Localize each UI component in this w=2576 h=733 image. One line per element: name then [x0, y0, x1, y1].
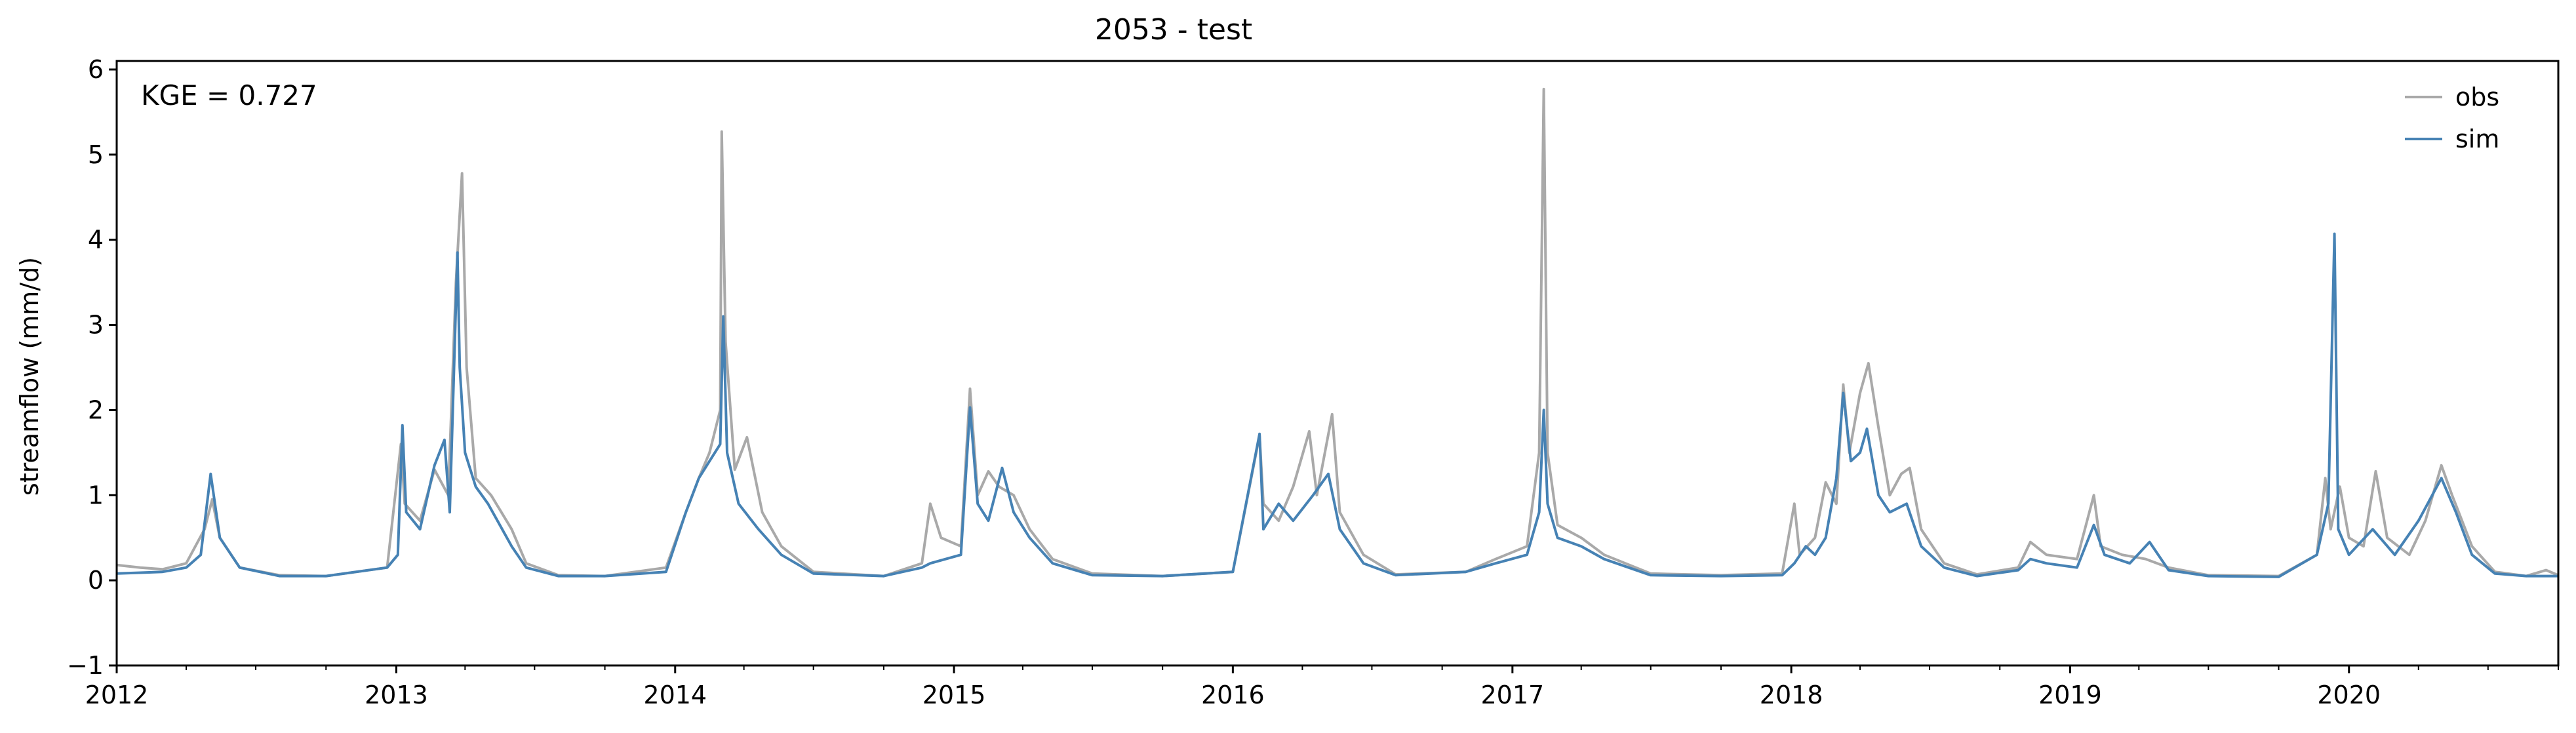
y-tick-label: 0: [88, 566, 104, 595]
x-tick-label: 2020: [2317, 681, 2381, 709]
x-tick-label: 2012: [85, 681, 149, 709]
y-tick-label: 4: [88, 226, 104, 254]
plot-frame: [115, 60, 2560, 667]
plot-lines: [116, 87, 2559, 578]
x-axis: 2012 2013 2014 2015 2016 2017 2018 2019 2020: [85, 665, 2559, 709]
x-tick-label: 2016: [1201, 681, 1265, 709]
kge-annotation: KGE = 0.727: [141, 79, 317, 111]
legend: obs sim: [2405, 83, 2499, 153]
y-tick-label: 6: [88, 55, 104, 84]
x-tick-label: 2014: [643, 681, 707, 709]
y-axis: −1 0 1 2 3 4 5 6: [67, 55, 117, 680]
y-tick-label: −1: [67, 651, 104, 680]
y-tick-label: 3: [88, 311, 104, 340]
y-tick-label: 5: [88, 140, 104, 169]
x-tick-label: 2013: [365, 681, 428, 709]
x-tick-label: 2018: [1760, 681, 1823, 709]
y-axis-label: streamflow (mm/d): [15, 257, 44, 496]
x-tick-label: 2017: [1480, 681, 1544, 709]
y-tick-label: 2: [88, 395, 104, 424]
series-line-obs: [116, 87, 2559, 578]
y-tick-label: 1: [88, 481, 104, 509]
x-tick-label: 2015: [922, 681, 986, 709]
legend-obs-label: obs: [2455, 83, 2499, 111]
x-tick-label: 2019: [2038, 681, 2102, 709]
chart-title: 2053 - test: [1095, 13, 1252, 47]
legend-sim-label: sim: [2455, 125, 2499, 153]
series-line-sim: [116, 232, 2558, 578]
